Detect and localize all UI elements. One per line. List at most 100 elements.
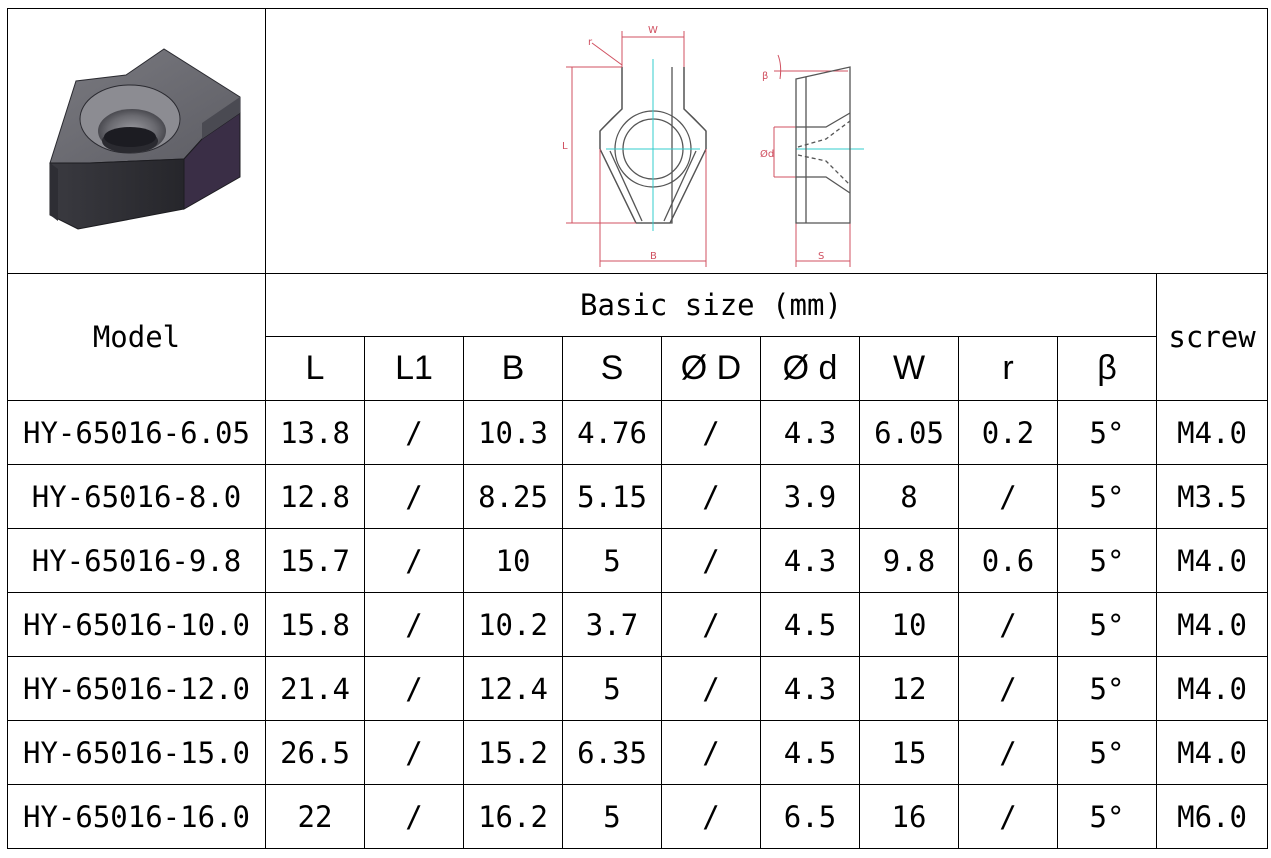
cell-l1: / xyxy=(364,656,464,721)
table-row: HY-65016-16.0 22 / 16.2 5 / 6.5 16 / 5° … xyxy=(7,784,1269,849)
cell-beta: 5° xyxy=(1057,464,1157,529)
col-header-w: W xyxy=(859,336,959,401)
cell-dia-d-lower: 4.3 xyxy=(760,656,860,721)
cell-b: 16.2 xyxy=(463,784,563,849)
center-lines xyxy=(606,59,864,231)
cell-r: / xyxy=(958,656,1058,721)
cell-dia-d-upper: / xyxy=(661,720,761,785)
cell-model: HY-65016-15.0 xyxy=(7,720,266,785)
dim-label-w: W xyxy=(648,25,658,36)
cell-model: HY-65016-6.05 xyxy=(7,400,266,465)
col-header-s: S xyxy=(562,336,662,401)
cell-s: 3.7 xyxy=(562,592,662,657)
cell-r: 0.2 xyxy=(958,400,1058,465)
technical-drawing: W r L B β Ød S xyxy=(562,25,864,267)
dim-label-l: L xyxy=(562,141,568,152)
dimension-lines xyxy=(566,31,851,267)
cell-l: 22 xyxy=(265,784,365,849)
cell-b: 10.3 xyxy=(463,400,563,465)
screw-header: screw xyxy=(1155,273,1269,401)
dim-labels: W r L B β Ød S xyxy=(562,25,824,262)
cell-screw: M4.0 xyxy=(1155,720,1269,785)
dim-label-d: Ød xyxy=(760,148,774,160)
cell-r: / xyxy=(958,592,1058,657)
cell-w: 6.05 xyxy=(859,400,959,465)
dim-label-r: r xyxy=(588,37,593,48)
dim-label-s: S xyxy=(818,251,824,262)
cell-l: 12.8 xyxy=(265,464,365,529)
table-row: HY-65016-9.8 15.7 / 10 5 / 4.3 9.8 0.6 5… xyxy=(7,528,1269,593)
cell-l: 26.5 xyxy=(265,720,365,785)
cell-b: 15.2 xyxy=(463,720,563,785)
col-header-dia-d-upper: Ø D xyxy=(661,336,761,401)
cell-beta: 5° xyxy=(1057,400,1157,465)
cell-dia-d-upper: / xyxy=(661,592,761,657)
cell-screw: M4.0 xyxy=(1155,592,1269,657)
cell-dia-d-upper: / xyxy=(661,656,761,721)
cell-dia-d-upper: / xyxy=(661,464,761,529)
col-header-l: L xyxy=(265,336,365,401)
cell-w: 15 xyxy=(859,720,959,785)
cell-l: 13.8 xyxy=(265,400,365,465)
cell-s: 5 xyxy=(562,784,662,849)
cell-s: 5 xyxy=(562,528,662,593)
cell-l1: / xyxy=(364,464,464,529)
cell-dia-d-upper: / xyxy=(661,784,761,849)
cell-l1: / xyxy=(364,528,464,593)
cell-w: 12 xyxy=(859,656,959,721)
cell-screw: M4.0 xyxy=(1155,528,1269,593)
cell-r: / xyxy=(958,720,1058,785)
cell-s: 5.15 xyxy=(562,464,662,529)
col-header-r: r xyxy=(958,336,1058,401)
cell-l: 15.8 xyxy=(265,592,365,657)
technical-drawing-cell: W r L B β Ød S xyxy=(264,8,1269,274)
cell-b: 12.4 xyxy=(463,656,563,721)
cell-r: / xyxy=(958,464,1058,529)
cell-dia-d-lower: 4.3 xyxy=(760,528,860,593)
cell-l: 15.7 xyxy=(265,528,365,593)
cell-beta: 5° xyxy=(1057,720,1157,785)
table-row: HY-65016-15.0 26.5 / 15.2 6.35 / 4.5 15 … xyxy=(7,720,1269,785)
cell-dia-d-upper: / xyxy=(661,400,761,465)
table-row: HY-65016-8.0 12.8 / 8.25 5.15 / 3.9 8 / … xyxy=(7,464,1269,529)
cell-l1: / xyxy=(364,592,464,657)
cell-beta: 5° xyxy=(1057,784,1157,849)
cell-s: 4.76 xyxy=(562,400,662,465)
cell-s: 6.35 xyxy=(562,720,662,785)
basic-size-header: Basic size (mm) xyxy=(265,273,1157,337)
cell-w: 8 xyxy=(859,464,959,529)
table-row: HY-65016-10.0 15.8 / 10.2 3.7 / 4.5 10 /… xyxy=(7,592,1269,657)
cell-w: 16 xyxy=(859,784,959,849)
cell-r: 0.6 xyxy=(958,528,1058,593)
col-header-dia-d-lower: Ø d xyxy=(760,336,860,401)
table-row: HY-65016-12.0 21.4 / 12.4 5 / 4.3 12 / 5… xyxy=(7,656,1269,721)
table-row: HY-65016-6.05 13.8 / 10.3 4.76 / 4.3 6.0… xyxy=(7,400,1269,465)
spec-table: W r L B β Ød S Model Basic size (mm) scr… xyxy=(7,8,1269,849)
col-header-beta: β xyxy=(1057,336,1157,401)
cell-dia-d-lower: 4.3 xyxy=(760,400,860,465)
cell-beta: 5° xyxy=(1057,528,1157,593)
cell-b: 8.25 xyxy=(463,464,563,529)
cell-l1: / xyxy=(364,784,464,849)
cell-l1: / xyxy=(364,400,464,465)
product-photo-cell xyxy=(7,8,266,274)
cell-l1: / xyxy=(364,720,464,785)
insert-3d-render xyxy=(49,48,241,230)
cell-screw: M4.0 xyxy=(1155,656,1269,721)
cell-l: 21.4 xyxy=(265,656,365,721)
cell-r: / xyxy=(958,784,1058,849)
cell-w: 9.8 xyxy=(859,528,959,593)
side-view xyxy=(795,66,851,224)
cell-model: HY-65016-16.0 xyxy=(7,784,266,849)
cell-dia-d-lower: 3.9 xyxy=(760,464,860,529)
cell-w: 10 xyxy=(859,592,959,657)
cell-b: 10.2 xyxy=(463,592,563,657)
dim-label-b: B xyxy=(650,251,657,262)
cell-screw: M4.0 xyxy=(1155,400,1269,465)
cell-dia-d-upper: / xyxy=(661,528,761,593)
cell-s: 5 xyxy=(562,656,662,721)
col-header-l1: L1 xyxy=(364,336,464,401)
cell-dia-d-lower: 4.5 xyxy=(760,720,860,785)
cell-beta: 5° xyxy=(1057,656,1157,721)
